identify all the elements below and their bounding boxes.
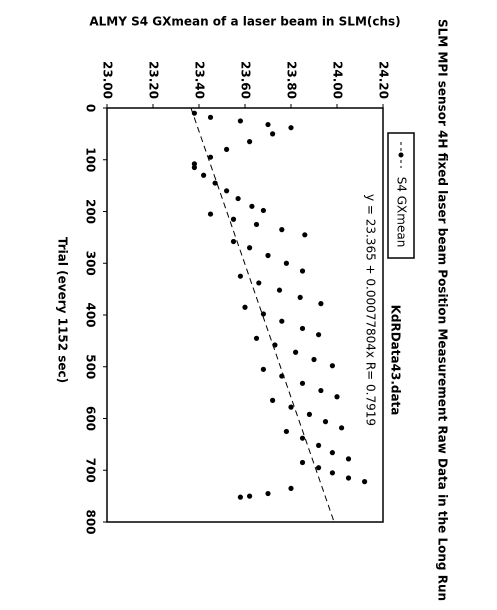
- data-point: [224, 146, 230, 152]
- data-point: [237, 494, 243, 500]
- x-tick-label: 800: [84, 509, 98, 534]
- data-point: [288, 485, 294, 491]
- data-point: [334, 394, 340, 400]
- data-point: [345, 475, 352, 481]
- data-point: [256, 280, 262, 286]
- data-point: [247, 493, 253, 499]
- data-point: [316, 442, 322, 449]
- data-point: [260, 311, 266, 317]
- data-point: [253, 335, 260, 341]
- trend-label: y = 23.365 + 0.00077804x R= 0.7919: [364, 194, 378, 426]
- data-point: [265, 490, 271, 497]
- data-point: [329, 450, 335, 456]
- data-point: [207, 211, 214, 217]
- data-point: [207, 114, 214, 120]
- data-point: [242, 304, 248, 310]
- data-point: [279, 227, 285, 233]
- data-point: [247, 139, 253, 145]
- data-point: [201, 172, 207, 178]
- data-point: [191, 161, 197, 167]
- x-tick-label: 700: [84, 458, 98, 483]
- data-point: [288, 125, 294, 131]
- y-tick-label: 23.60: [239, 61, 253, 99]
- x-tick-label: 0: [84, 104, 98, 112]
- y-tick-label: 23.20: [147, 61, 161, 99]
- data-point: [339, 425, 345, 431]
- data-point: [302, 232, 308, 238]
- data-point: [235, 195, 241, 202]
- data-point: [249, 203, 255, 209]
- data-point: [297, 294, 303, 301]
- data-point: [260, 366, 266, 372]
- trend-line: [190, 107, 335, 523]
- data-point: [345, 456, 352, 462]
- data-point: [299, 435, 306, 441]
- data-point: [230, 216, 237, 222]
- x-tick-label: 300: [84, 251, 98, 276]
- annotation: KdRData43.data: [389, 305, 403, 416]
- data-point: [311, 356, 317, 363]
- data-point: [318, 387, 324, 394]
- data-point: [279, 373, 285, 379]
- data-point: [237, 118, 243, 124]
- data-point: [265, 252, 271, 259]
- x-tick-label: 100: [84, 147, 98, 172]
- data-point: [260, 207, 266, 214]
- y-tick-label: 24.00: [331, 61, 345, 99]
- data-point: [272, 342, 278, 348]
- data-point: [299, 268, 306, 274]
- chart-title: SLM MPI sensor 4H fixed laser beam Posit…: [436, 19, 450, 601]
- data-point: [362, 479, 368, 485]
- data-point: [191, 164, 197, 171]
- y-tick-label: 23.00: [101, 61, 115, 99]
- x-tick-label: 500: [84, 354, 98, 379]
- y-tick-label: 24.20: [377, 61, 391, 99]
- data-point: [329, 363, 335, 369]
- data-point: [253, 221, 260, 228]
- y-tick-label: 23.40: [193, 61, 207, 99]
- data-point: [316, 332, 322, 338]
- data-point: [270, 131, 276, 137]
- data-point: [299, 459, 306, 466]
- data-point: [265, 121, 271, 128]
- data-point: [283, 428, 289, 435]
- data-point: [237, 273, 243, 279]
- data-point: [288, 404, 294, 410]
- data-point: [299, 325, 306, 332]
- x-axis-label: Trial (every 1152 sec): [56, 237, 70, 383]
- data-point: [276, 287, 283, 293]
- data-point: [293, 349, 299, 355]
- data-point: [283, 260, 289, 266]
- data-point: [279, 318, 285, 324]
- legend-label: S4 GXmean: [395, 177, 409, 248]
- data-point: [207, 154, 214, 160]
- data-point: [270, 397, 276, 403]
- y-axis-label: ALMY S4 GXmean of a laser beam in SLM(ch…: [89, 15, 400, 29]
- data-point: [230, 238, 237, 245]
- data-point: [329, 470, 335, 476]
- data-point: [247, 245, 253, 251]
- data-point: [299, 380, 306, 386]
- x-tick-label: 200: [84, 199, 98, 224]
- data-point: [322, 419, 329, 425]
- y-tick-label: 23.80: [285, 61, 299, 99]
- legend-marker: [398, 152, 404, 158]
- x-tick-label: 400: [84, 302, 98, 327]
- data-point: [191, 110, 197, 116]
- data-point: [306, 411, 312, 417]
- data-point: [316, 465, 322, 471]
- data-point: [318, 301, 324, 307]
- data-point: [212, 180, 218, 186]
- data-point: [224, 188, 230, 194]
- x-tick-label: 600: [84, 406, 98, 431]
